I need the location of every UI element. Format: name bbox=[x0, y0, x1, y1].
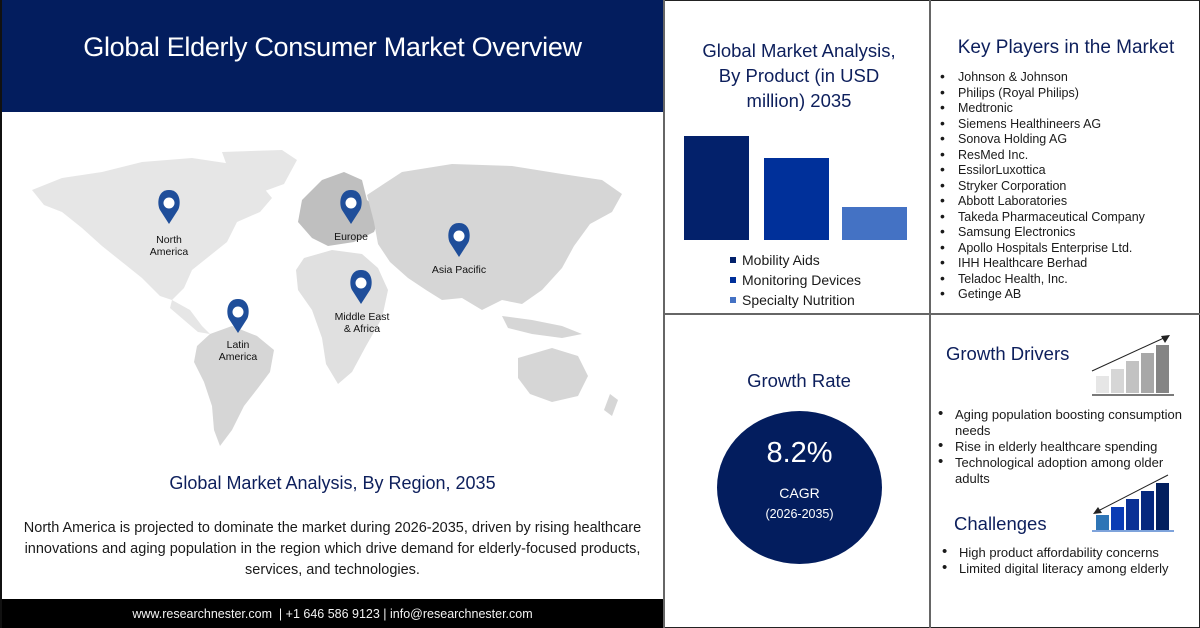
label-line: Middle East bbox=[334, 311, 390, 323]
label-europe: Europe bbox=[334, 231, 368, 244]
page-title: Global Elderly Consumer Market Overview bbox=[83, 31, 582, 62]
growth-drivers-title: Growth Drivers bbox=[946, 343, 1070, 364]
divider-horizontal bbox=[663, 313, 1200, 315]
region-panel: Global Elderly Consumer Market Overview bbox=[0, 0, 663, 628]
list-item: IHH Healthcare Berhad bbox=[940, 255, 1145, 272]
south-america-landmass bbox=[194, 326, 274, 446]
list-item: ResMed Inc. bbox=[940, 147, 1145, 164]
list-item: Rise in elderly healthcare spending bbox=[938, 438, 1188, 455]
label-line: North bbox=[156, 234, 182, 246]
product-analysis-title: Global Market Analysis, By Product (in U… bbox=[668, 38, 930, 113]
label-line: Latin bbox=[226, 339, 250, 351]
growth-drivers-list: Aging population boosting consumption ne… bbox=[938, 406, 1188, 487]
label-line: & Africa bbox=[343, 322, 381, 335]
bar-specialty-nutrition bbox=[842, 207, 907, 240]
pin-middle-east-africa[interactable] bbox=[350, 270, 372, 304]
legend-item: Mobility Aids bbox=[730, 250, 861, 270]
cagr-period: (2026-2035) bbox=[765, 507, 834, 521]
list-item: Apollo Hospitals Enterprise Ltd. bbox=[940, 240, 1145, 257]
label-middle-east-africa: Middle East & Africa bbox=[334, 311, 390, 335]
product-bar-chart bbox=[684, 130, 908, 240]
title-line: Global Market Analysis, bbox=[702, 40, 896, 61]
pin-europe[interactable] bbox=[340, 190, 362, 224]
legend-swatch-icon bbox=[730, 277, 736, 283]
list-item: Aging population boosting consumption ne… bbox=[938, 406, 1188, 439]
list-item: Takeda Pharmaceutical Company bbox=[940, 209, 1145, 226]
label-line: Asia Pacific bbox=[431, 264, 487, 276]
list-item: Limited digital literacy among elderly bbox=[942, 560, 1192, 577]
bar-mobility-aids bbox=[684, 136, 749, 240]
growth-rate-title: Growth Rate bbox=[747, 370, 851, 391]
declining-arrow-bar-chart-icon bbox=[1092, 474, 1174, 532]
list-item: High product affordability concerns bbox=[942, 544, 1192, 561]
challenges-title: Challenges bbox=[954, 513, 1047, 534]
list-item: Philips (Royal Philips) bbox=[940, 85, 1145, 102]
southeast-asia-landmass bbox=[502, 316, 582, 338]
cagr-circle: 8.2% CAGR (2026-2035) bbox=[717, 411, 882, 564]
world-map bbox=[32, 150, 622, 446]
north-america-landmass bbox=[32, 158, 272, 300]
europe-landmass bbox=[298, 172, 382, 246]
region-analysis-title: Global Market Analysis, By Region, 2035 bbox=[169, 473, 496, 493]
region-analysis-description: North America is projected to dominate t… bbox=[23, 520, 642, 578]
bar-monitoring-devices bbox=[764, 158, 829, 240]
legend-label: Monitoring Devices bbox=[742, 272, 862, 288]
chart-legend: Mobility Aids Monitoring Devices Special… bbox=[730, 250, 861, 310]
legend-swatch-icon bbox=[730, 257, 736, 263]
challenges-list: High product affordability concerns Limi… bbox=[942, 544, 1192, 577]
key-players-title: Key Players in the Market bbox=[957, 37, 1175, 58]
title-line: million) 2035 bbox=[746, 90, 852, 111]
pin-asia-pacific[interactable] bbox=[448, 223, 470, 257]
legend-item: Monitoring Devices bbox=[730, 270, 861, 290]
list-item: Siemens Healthineers AG bbox=[940, 116, 1145, 133]
contact-info: www.researchnester.com | +1 646 586 9123… bbox=[132, 606, 533, 621]
contact-footer: www.researchnester.com | +1 646 586 9123… bbox=[2, 599, 663, 628]
legend-label: Mobility Aids bbox=[742, 252, 820, 268]
cagr-value: 8.2% bbox=[766, 437, 833, 469]
list-item: Technological adoption among older adult… bbox=[938, 454, 1188, 487]
title-line: By Product (in USD bbox=[718, 65, 880, 86]
list-item: Sonova Holding AG bbox=[940, 131, 1145, 148]
list-item: Teladoc Health, Inc. bbox=[940, 271, 1145, 288]
label-line: America bbox=[149, 245, 189, 258]
greenland-landmass bbox=[222, 150, 297, 192]
label-line: America bbox=[218, 350, 258, 363]
label-line: Europe bbox=[334, 231, 368, 243]
list-item: EssilorLuxottica bbox=[940, 162, 1145, 179]
pin-north-america[interactable] bbox=[158, 190, 180, 224]
label-north-america: North America bbox=[149, 234, 189, 258]
pin-latin-america[interactable] bbox=[227, 299, 249, 333]
title-banner: Global Elderly Consumer Market Overview bbox=[2, 0, 663, 112]
label-asia-pacific: Asia Pacific bbox=[431, 264, 487, 277]
asia-landmass bbox=[367, 164, 622, 310]
new-zealand-landmass bbox=[604, 394, 618, 416]
legend-item: Specialty Nutrition bbox=[730, 290, 861, 310]
list-item: Abbott Laboratories bbox=[940, 193, 1145, 210]
list-item: Medtronic bbox=[940, 100, 1145, 117]
key-players-list: Johnson & Johnson Philips (Royal Philips… bbox=[940, 69, 1145, 303]
legend-swatch-icon bbox=[730, 297, 736, 303]
cagr-label: CAGR bbox=[779, 485, 820, 501]
legend-label: Specialty Nutrition bbox=[742, 292, 855, 308]
list-item: Samsung Electronics bbox=[940, 224, 1145, 241]
rising-bar-chart-icon bbox=[1091, 335, 1174, 396]
central-america-landmass bbox=[170, 300, 210, 334]
list-item: Getinge AB bbox=[940, 286, 1145, 303]
list-item: Stryker Corporation bbox=[940, 178, 1145, 195]
australia-landmass bbox=[518, 348, 588, 402]
label-latin-america: Latin America bbox=[218, 339, 258, 363]
list-item: Johnson & Johnson bbox=[940, 69, 1145, 86]
